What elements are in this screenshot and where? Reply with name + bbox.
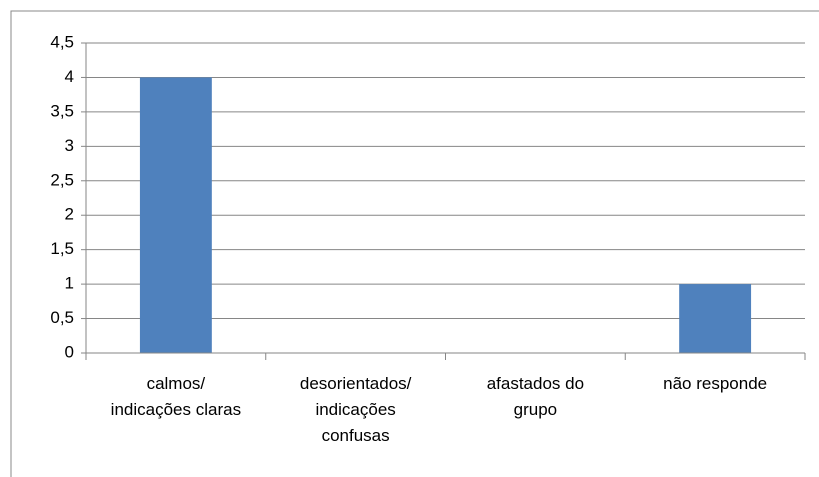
x-tick-label: afastados do grupo: [486, 374, 585, 419]
y-tick-label: 0,5: [50, 308, 74, 327]
y-tick-label: 3,5: [50, 101, 74, 120]
bar: [139, 77, 212, 353]
bar: [679, 284, 752, 353]
y-tick-label: 1: [65, 274, 74, 293]
y-tick-label: 1,5: [50, 239, 74, 258]
x-tick-label: calmos/ indicações claras: [110, 374, 242, 419]
chart-frame: [10, 10, 819, 477]
x-tick-label: não responde: [663, 374, 768, 393]
y-tick-label: 4,5: [50, 32, 74, 51]
y-tick-label: 2,5: [50, 170, 74, 189]
y-tick-label: 2: [65, 205, 74, 224]
y-tick-label: 0: [65, 342, 74, 361]
y-tick-label: 3: [65, 136, 74, 155]
x-tick-label: desorientados/ indicações confusas: [299, 374, 412, 445]
y-tick-label: 4: [65, 67, 74, 86]
